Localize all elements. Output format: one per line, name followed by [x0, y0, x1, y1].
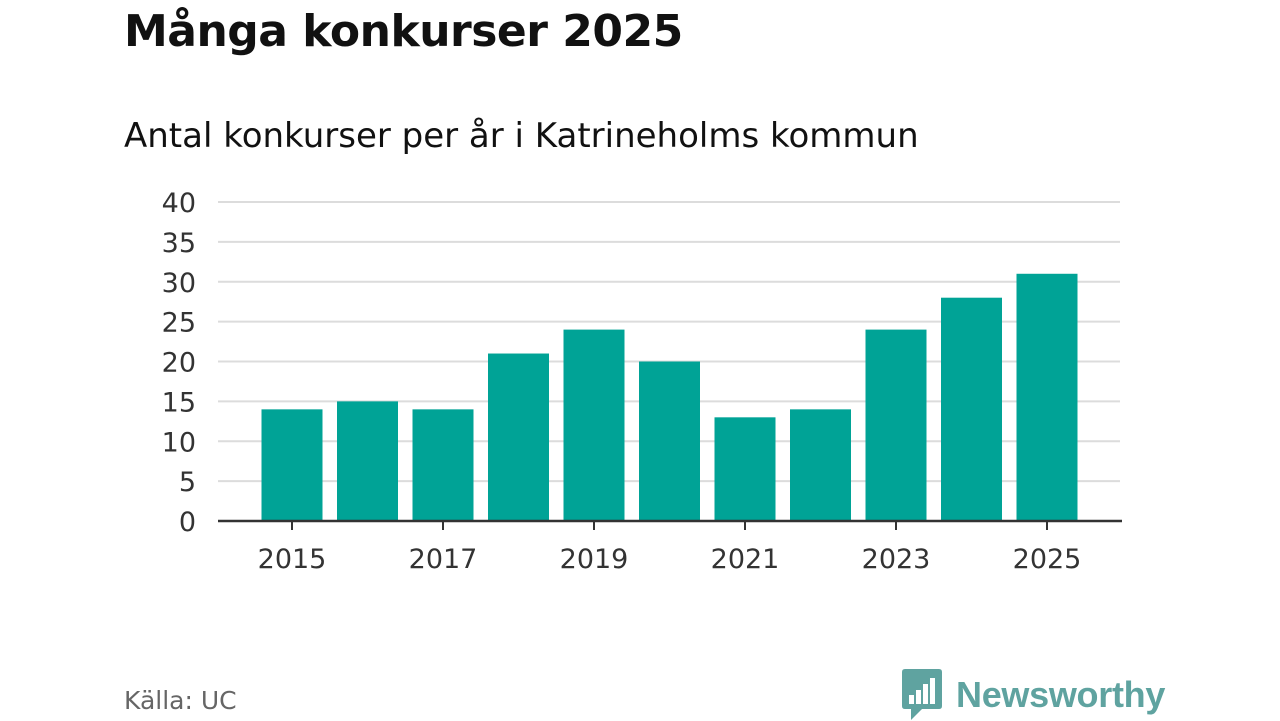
- bar-2024: [941, 297, 1002, 521]
- bars: [261, 273, 1078, 521]
- chart-title: Många konkurser 2025: [124, 6, 683, 57]
- y-axis-ticks: 0 5 10 15 20 25 30 35 40: [162, 188, 196, 538]
- y-tick-label: 25: [162, 308, 196, 339]
- bar-2016: [337, 401, 398, 521]
- x-tick-label: 2019: [560, 544, 629, 575]
- y-tick-label: 20: [162, 348, 196, 379]
- bar-2019: [563, 329, 625, 521]
- bar-2023: [865, 329, 927, 521]
- x-axis-ticks: 2015 2017 2019 2021 2023 2025: [258, 521, 1082, 575]
- brand-name: Newsworthy: [956, 674, 1166, 715]
- x-tick-label: 2025: [1013, 544, 1082, 575]
- x-tick-label: 2021: [711, 544, 780, 575]
- bar-2022: [790, 409, 851, 521]
- y-tick-label: 15: [162, 387, 196, 418]
- newsworthy-logo-icon: [902, 669, 942, 720]
- bar-2017: [412, 409, 474, 521]
- bar-2020: [639, 361, 700, 521]
- y-tick-label: 10: [162, 427, 196, 458]
- x-tick-label: 2023: [862, 544, 931, 575]
- y-tick-label: 5: [179, 467, 196, 498]
- y-tick-label: 0: [179, 507, 196, 538]
- y-tick-label: 40: [162, 188, 196, 219]
- source-note: Källa: UC: [124, 686, 237, 715]
- chart-subtitle: Antal konkurser per år i Katrineholms ko…: [124, 116, 919, 156]
- x-tick-label: 2015: [258, 544, 327, 575]
- bar-2018: [488, 353, 549, 521]
- x-tick-label: 2017: [409, 544, 478, 575]
- bar-2015: [261, 409, 323, 521]
- bar-2021: [714, 417, 776, 521]
- y-tick-label: 35: [162, 228, 196, 259]
- bar-2025: [1016, 273, 1078, 521]
- y-tick-label: 30: [162, 268, 196, 299]
- brand-logo[interactable]: Newsworthy: [902, 669, 1165, 721]
